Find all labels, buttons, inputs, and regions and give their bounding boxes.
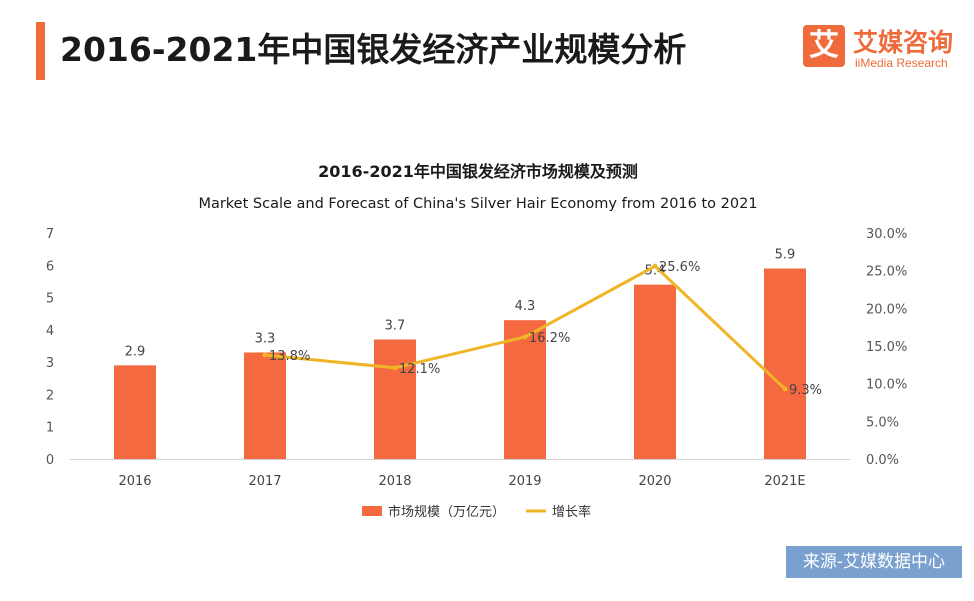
y-left-tick-label: 1 xyxy=(46,421,54,436)
legend-bar-swatch xyxy=(362,506,382,516)
line-value-label: 16.2% xyxy=(529,331,570,346)
y-right-tick-label: 30.0% xyxy=(866,227,907,242)
title-accent-bar xyxy=(36,22,45,80)
logo-text-en: iiMedia Research xyxy=(855,56,948,70)
line-value-label: 12.1% xyxy=(399,362,440,377)
x-tick-label: 2021E xyxy=(764,474,805,489)
line-point xyxy=(782,386,788,392)
x-tick-label: 2016 xyxy=(118,474,151,489)
y-left-tick-label: 5 xyxy=(46,292,54,307)
legend-line-label: 增长率 xyxy=(552,504,591,520)
x-tick-label: 2020 xyxy=(638,474,671,489)
line-point xyxy=(262,352,268,358)
bar-value-label: 3.7 xyxy=(385,319,406,334)
line-value-label: 13.8% xyxy=(269,349,310,364)
y-left-tick-label: 0 xyxy=(46,453,54,468)
y-left-tick-label: 7 xyxy=(46,227,54,242)
y-left-tick-label: 6 xyxy=(46,259,54,274)
y-left-tick-label: 4 xyxy=(46,324,54,339)
bar xyxy=(634,284,676,459)
y-right-tick-label: 20.0% xyxy=(866,302,907,317)
line-point xyxy=(652,263,658,269)
bar xyxy=(764,268,806,459)
logo: 艾 艾媒咨询 iiMedia Research xyxy=(803,25,963,73)
y-left-tick-label: 2 xyxy=(46,388,54,403)
y-right-tick-label: 25.0% xyxy=(866,265,907,280)
x-tick-label: 2018 xyxy=(378,474,411,489)
bar xyxy=(374,339,416,459)
x-tick-label: 2019 xyxy=(508,474,541,489)
line-point xyxy=(522,334,528,340)
bar xyxy=(244,352,286,459)
y-right-tick-label: 15.0% xyxy=(866,340,907,355)
chart-subtitle: Market Scale and Forecast of China's Sil… xyxy=(198,196,757,212)
bar-value-label: 4.3 xyxy=(515,299,536,314)
source-badge: 来源-艾媒数据中心 xyxy=(786,546,962,578)
chart-title: 2016-2021年中国银发经济市场规模及预测 xyxy=(318,162,638,181)
x-tick-label: 2017 xyxy=(248,474,281,489)
legend-bar-label: 市场规模（万亿元） xyxy=(388,504,505,520)
line-value-label: 9.3% xyxy=(789,383,822,398)
bar-value-label: 5.9 xyxy=(775,248,796,263)
bar xyxy=(114,365,156,459)
y-left-tick-label: 3 xyxy=(46,356,54,371)
bar xyxy=(504,320,546,459)
y-right-tick-label: 0.0% xyxy=(866,453,899,468)
bar-value-label: 2.9 xyxy=(125,344,146,359)
logo-text-cn: 艾媒咨询 xyxy=(853,28,954,57)
line-point xyxy=(392,365,398,371)
y-right-tick-label: 5.0% xyxy=(866,415,899,430)
line-value-label: 25.6% xyxy=(659,260,700,275)
logo-icon: 艾 xyxy=(803,25,845,67)
bar-value-label: 3.3 xyxy=(255,331,276,346)
page-title: 2016-2021年中国银发经济产业规模分析 xyxy=(60,30,687,69)
y-right-tick-label: 10.0% xyxy=(866,378,907,393)
